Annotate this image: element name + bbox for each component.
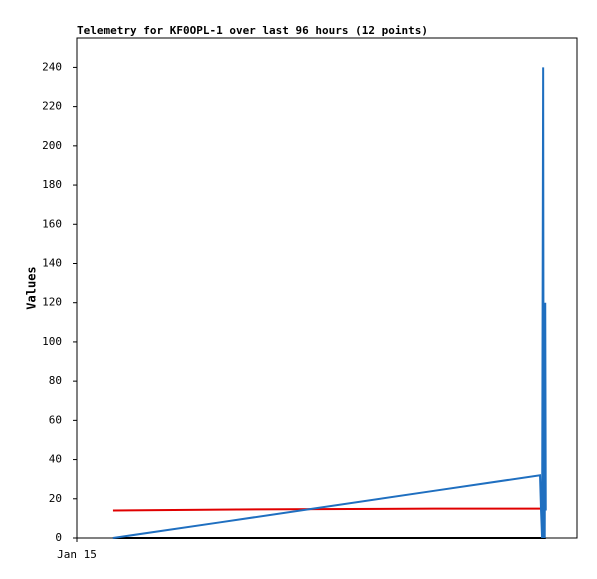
y-tick-label: 40 xyxy=(49,453,62,466)
chart-title: Telemetry for KF0OPL-1 over last 96 hour… xyxy=(77,24,428,37)
y-tick-label: 240 xyxy=(42,60,62,73)
y-tick-label: 140 xyxy=(42,256,62,269)
y-tick-label: 0 xyxy=(55,531,62,544)
y-tick-label: 80 xyxy=(49,374,62,387)
y-tick-label: 20 xyxy=(49,492,62,505)
x-tick-label: Jan 15 xyxy=(57,548,97,561)
y-tick-label: 200 xyxy=(42,139,62,152)
y-tick-label: 220 xyxy=(42,100,62,113)
series-line xyxy=(112,67,547,539)
y-tick-label: 180 xyxy=(42,178,62,191)
y-tick-label: 160 xyxy=(42,217,62,230)
y-axis-label: Values xyxy=(25,266,39,309)
y-tick-label: 60 xyxy=(49,413,62,426)
y-tick-label: 120 xyxy=(42,296,62,309)
plot-frame xyxy=(76,37,578,539)
y-tick-label: 100 xyxy=(42,335,62,348)
series-line xyxy=(112,507,546,512)
